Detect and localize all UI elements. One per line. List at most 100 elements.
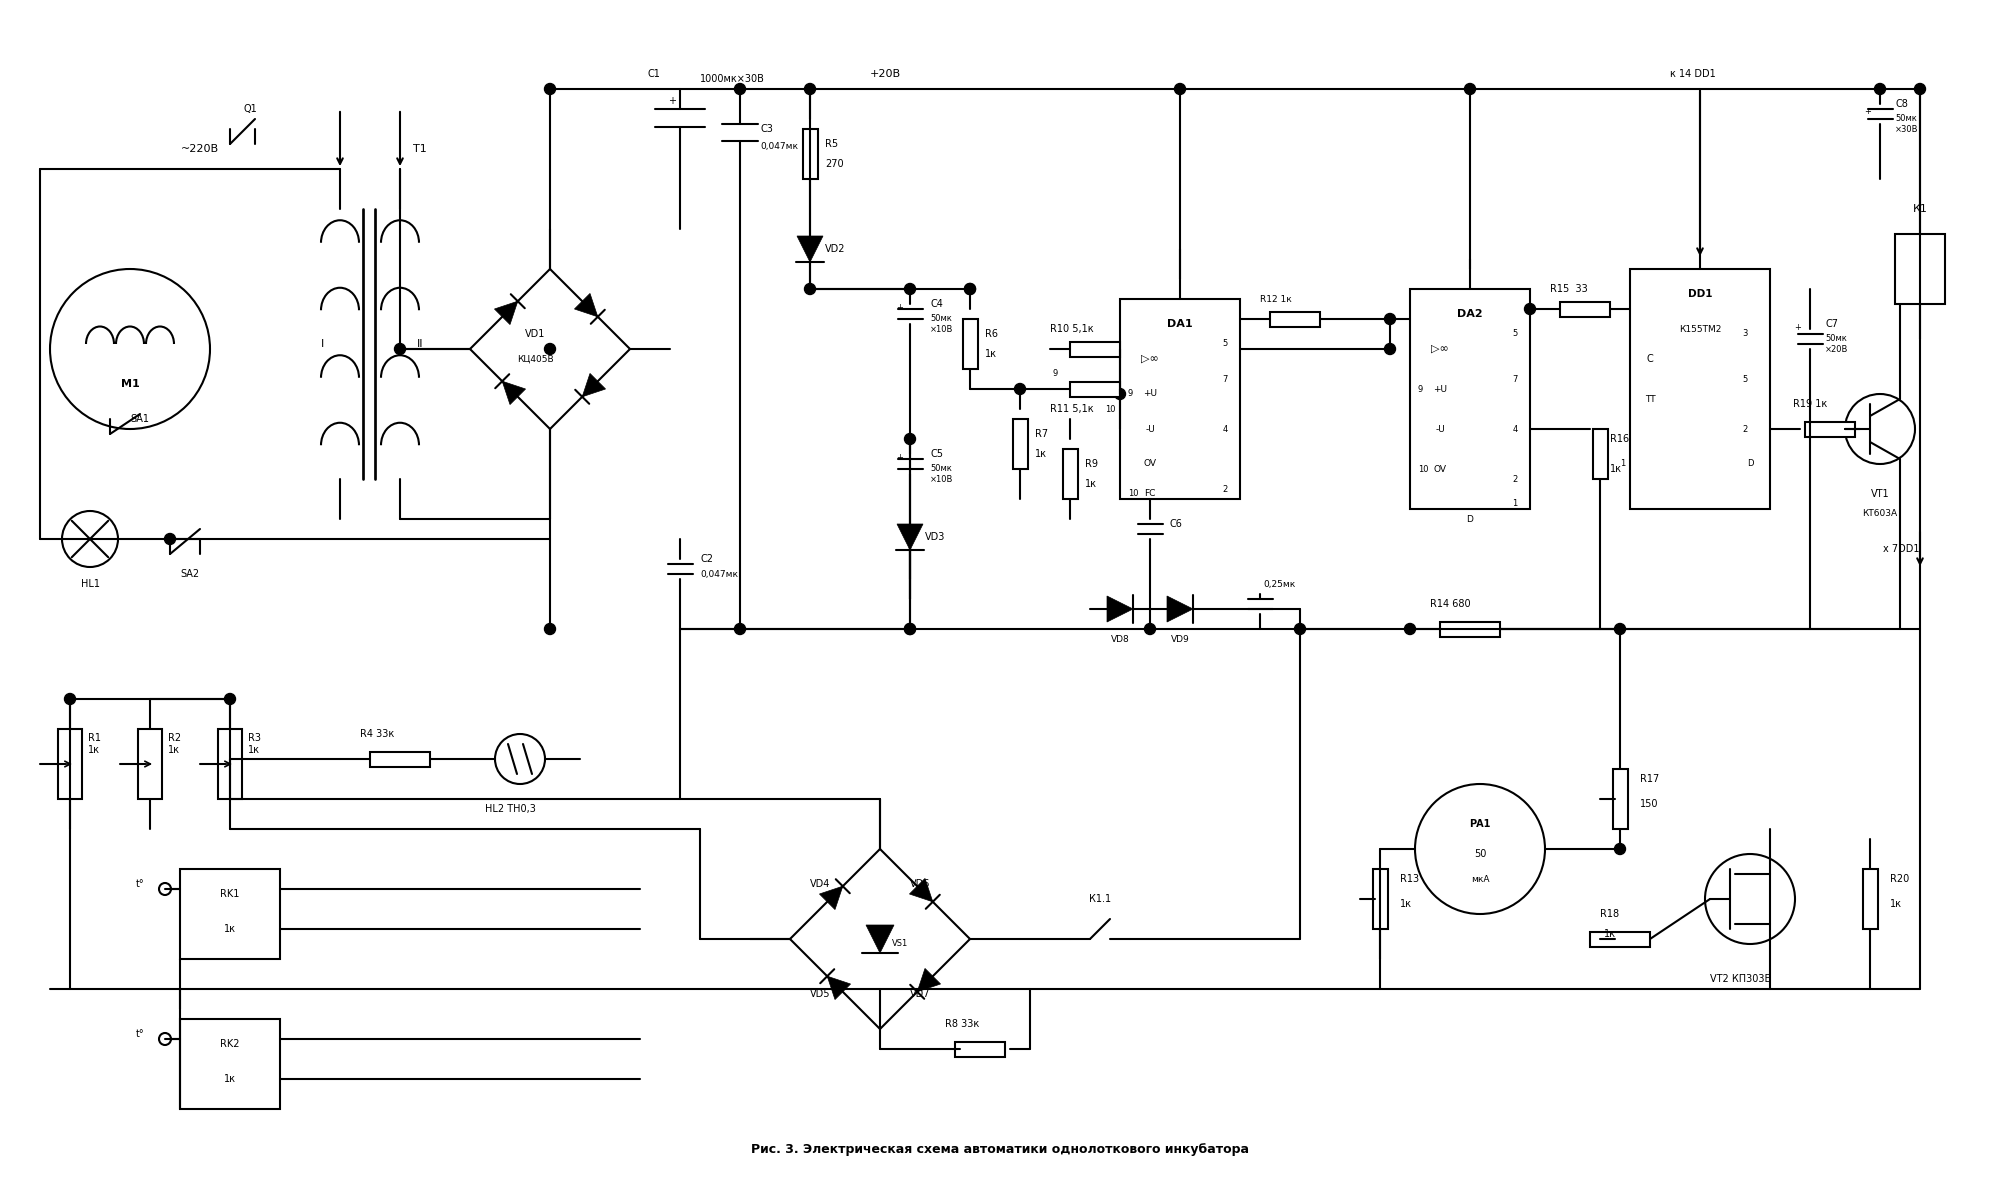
Bar — [58, 729, 82, 799]
Bar — [1410, 289, 1530, 509]
Text: VD1: VD1 — [524, 329, 546, 340]
Bar — [1805, 422, 1855, 436]
Text: х 7DD1: х 7DD1 — [1884, 544, 1920, 554]
Polygon shape — [797, 236, 823, 262]
Text: 50мк
×10В: 50мк ×10В — [930, 465, 954, 483]
Text: 7: 7 — [1223, 375, 1227, 383]
Text: мкА: мкА — [1470, 875, 1490, 883]
Text: 0,25мк: 0,25мк — [1263, 580, 1297, 588]
Text: 5: 5 — [1743, 375, 1747, 383]
Bar — [1271, 311, 1321, 327]
Text: R17: R17 — [1639, 773, 1659, 784]
Text: DD1: DD1 — [1687, 289, 1713, 299]
Text: 1к: 1к — [984, 349, 998, 358]
Bar — [803, 129, 817, 179]
Bar — [1070, 382, 1120, 396]
Circle shape — [1614, 843, 1625, 855]
Circle shape — [1845, 394, 1914, 465]
Text: SA2: SA2 — [181, 569, 199, 579]
Text: РА1: РА1 — [1470, 819, 1490, 829]
Circle shape — [544, 343, 556, 355]
Text: +U: +U — [1432, 384, 1446, 394]
Text: -U: -U — [1434, 424, 1444, 434]
Text: ▷∞: ▷∞ — [1141, 354, 1159, 364]
Circle shape — [159, 1033, 171, 1045]
Polygon shape — [910, 878, 932, 902]
Text: +: + — [1865, 106, 1870, 116]
Circle shape — [1384, 343, 1396, 355]
Text: 2: 2 — [1223, 485, 1227, 494]
Circle shape — [1464, 84, 1476, 94]
Text: Q1: Q1 — [243, 104, 257, 114]
Text: D: D — [1466, 514, 1474, 523]
Bar — [1590, 931, 1649, 947]
Text: 150: 150 — [1639, 799, 1659, 809]
Circle shape — [50, 269, 209, 429]
Text: R5: R5 — [825, 139, 839, 149]
Text: 10: 10 — [1418, 465, 1428, 474]
Polygon shape — [819, 887, 843, 909]
Text: 2: 2 — [1743, 424, 1747, 434]
Text: R10 5,1к: R10 5,1к — [1050, 324, 1094, 334]
Text: С6: С6 — [1169, 519, 1183, 529]
Text: +20В: +20В — [871, 70, 900, 79]
Polygon shape — [582, 374, 606, 397]
Text: VT1: VT1 — [1870, 489, 1888, 499]
Circle shape — [494, 735, 546, 784]
Text: R4 33к: R4 33к — [361, 729, 394, 739]
Text: VS1: VS1 — [892, 940, 908, 948]
Text: С7: С7 — [1825, 320, 1839, 329]
Text: VD7: VD7 — [910, 989, 930, 999]
Text: 1к: 1к — [223, 1074, 235, 1084]
Circle shape — [1145, 624, 1155, 634]
Text: C: C — [1647, 354, 1653, 364]
Circle shape — [62, 511, 118, 567]
Bar — [1062, 449, 1078, 499]
Text: 9: 9 — [1127, 389, 1133, 399]
Circle shape — [904, 283, 916, 295]
Text: TT: TT — [1645, 395, 1655, 403]
Text: VT2 КП303Е: VT2 КП303Е — [1709, 974, 1771, 984]
Text: 1: 1 — [1512, 500, 1518, 508]
Polygon shape — [867, 926, 894, 953]
Circle shape — [964, 283, 976, 295]
Text: 9: 9 — [1052, 369, 1058, 378]
Text: 1к: 1к — [223, 924, 235, 934]
Bar — [1560, 302, 1610, 316]
Text: 0,047мк: 0,047мк — [699, 569, 737, 579]
Circle shape — [394, 343, 406, 355]
Circle shape — [1295, 624, 1305, 634]
Circle shape — [1404, 624, 1416, 634]
Text: +: + — [896, 453, 904, 461]
Circle shape — [544, 624, 556, 634]
Text: M1: M1 — [122, 378, 139, 389]
Bar — [137, 729, 161, 799]
Circle shape — [1705, 854, 1795, 944]
Text: С4: С4 — [930, 299, 942, 309]
Polygon shape — [916, 968, 940, 992]
Circle shape — [1914, 84, 1926, 94]
Circle shape — [805, 84, 815, 94]
Circle shape — [735, 84, 745, 94]
Text: VD9: VD9 — [1171, 634, 1189, 644]
Bar — [1440, 621, 1500, 637]
Circle shape — [1114, 389, 1125, 400]
Text: R1
1к: R1 1к — [88, 733, 102, 755]
Text: 3: 3 — [1743, 329, 1747, 338]
Text: R6: R6 — [984, 329, 998, 340]
Text: HL2 ТН0,3: HL2 ТН0,3 — [484, 804, 536, 814]
Text: К1: К1 — [1912, 204, 1928, 215]
Circle shape — [64, 693, 76, 705]
Bar — [179, 1019, 281, 1109]
Text: FC: FC — [1143, 489, 1155, 499]
Circle shape — [225, 693, 235, 705]
Polygon shape — [494, 301, 518, 324]
Text: 1к: 1к — [1604, 929, 1616, 938]
Text: 1000мк×30В: 1000мк×30В — [699, 74, 765, 84]
Text: 270: 270 — [825, 159, 845, 169]
Text: 0,047мк: 0,047мк — [761, 143, 799, 151]
Text: 50: 50 — [1474, 849, 1486, 859]
Text: С8: С8 — [1894, 99, 1908, 108]
Text: -U: -U — [1145, 424, 1155, 434]
Text: OV: OV — [1434, 465, 1446, 474]
